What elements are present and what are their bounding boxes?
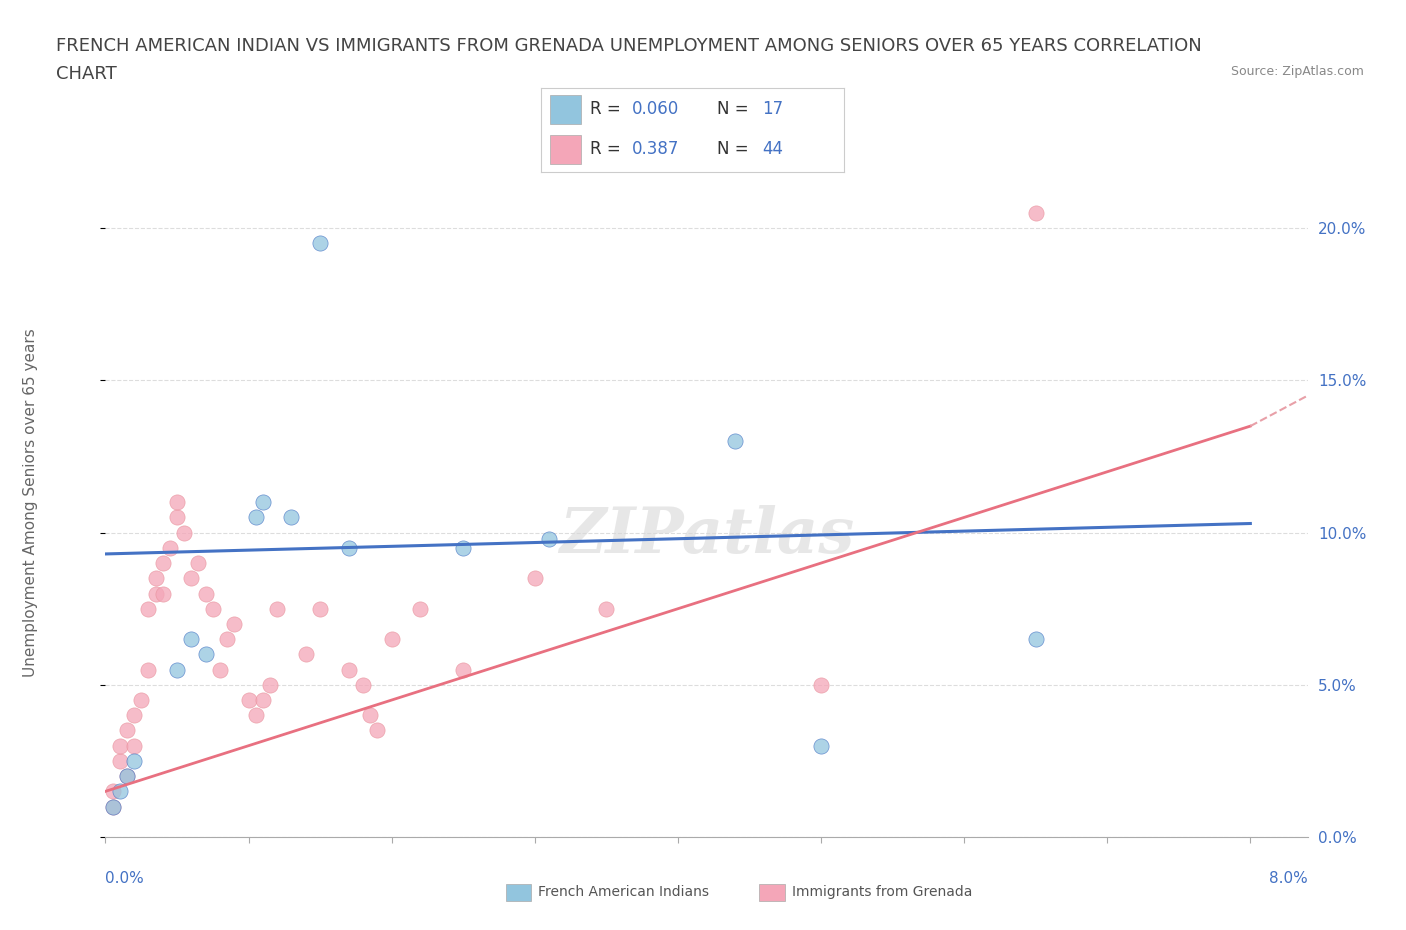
Point [217, 631, 239, 646]
Point [173, 525, 195, 540]
Point [145, 586, 167, 601]
Point [252, 693, 274, 708]
Point [115, 723, 138, 737]
Point [115, 769, 138, 784]
Point [238, 693, 260, 708]
Point [194, 586, 217, 601]
Text: N =: N = [717, 140, 754, 157]
Point [101, 784, 124, 799]
Point [187, 555, 209, 570]
Text: 17: 17 [762, 100, 783, 118]
Text: N =: N = [717, 100, 754, 118]
Text: 0.0%: 0.0% [105, 871, 145, 886]
Point [245, 510, 267, 525]
Point [145, 571, 167, 586]
Point [266, 602, 288, 617]
Point [337, 662, 360, 677]
Point [366, 723, 388, 737]
Point [166, 510, 188, 525]
Point [122, 708, 145, 723]
Point [194, 647, 217, 662]
Text: R =: R = [589, 140, 626, 157]
Point [309, 602, 332, 617]
Text: R =: R = [589, 100, 626, 118]
Point [280, 510, 302, 525]
Point [245, 708, 267, 723]
Point [138, 662, 160, 677]
Point [101, 799, 124, 814]
Point [115, 769, 138, 784]
Point [294, 647, 316, 662]
Point [523, 571, 546, 586]
Point [152, 555, 174, 570]
Point [352, 677, 374, 692]
Point [337, 540, 360, 555]
Point [252, 495, 274, 510]
Point [309, 236, 332, 251]
Text: 0.387: 0.387 [633, 140, 679, 157]
Point [122, 738, 145, 753]
Point [138, 602, 160, 617]
Point [1025, 631, 1047, 646]
Point [381, 631, 404, 646]
Point [180, 631, 202, 646]
Point [810, 677, 832, 692]
Text: CHART: CHART [56, 65, 117, 83]
Point [166, 495, 188, 510]
Text: 44: 44 [762, 140, 783, 157]
Point [1025, 206, 1047, 220]
Text: 8.0%: 8.0% [1268, 871, 1308, 886]
Point [159, 540, 181, 555]
Point [129, 693, 152, 708]
Text: 0.060: 0.060 [633, 100, 679, 118]
Point [180, 571, 202, 586]
Point [538, 531, 561, 546]
Text: Immigrants from Grenada: Immigrants from Grenada [792, 884, 972, 899]
FancyBboxPatch shape [550, 95, 581, 124]
Point [259, 677, 281, 692]
Point [101, 799, 124, 814]
FancyBboxPatch shape [550, 135, 581, 164]
Text: Source: ZipAtlas.com: Source: ZipAtlas.com [1230, 65, 1364, 78]
Text: Unemployment Among Seniors over 65 years: Unemployment Among Seniors over 65 years [24, 328, 38, 677]
Point [108, 784, 131, 799]
Point [359, 708, 381, 723]
Point [810, 738, 832, 753]
Point [108, 753, 131, 768]
Text: ZIPatlas: ZIPatlas [560, 505, 853, 566]
Point [166, 662, 188, 677]
Text: French American Indians: French American Indians [538, 884, 710, 899]
Point [451, 662, 474, 677]
Point [224, 617, 246, 631]
Point [409, 602, 432, 617]
Point [201, 602, 224, 617]
Point [595, 602, 617, 617]
Point [724, 434, 747, 449]
Point [451, 540, 474, 555]
Point [152, 586, 174, 601]
Point [108, 738, 131, 753]
Text: FRENCH AMERICAN INDIAN VS IMMIGRANTS FROM GRENADA UNEMPLOYMENT AMONG SENIORS OVE: FRENCH AMERICAN INDIAN VS IMMIGRANTS FRO… [56, 37, 1202, 55]
Point [122, 753, 145, 768]
Point [208, 662, 231, 677]
